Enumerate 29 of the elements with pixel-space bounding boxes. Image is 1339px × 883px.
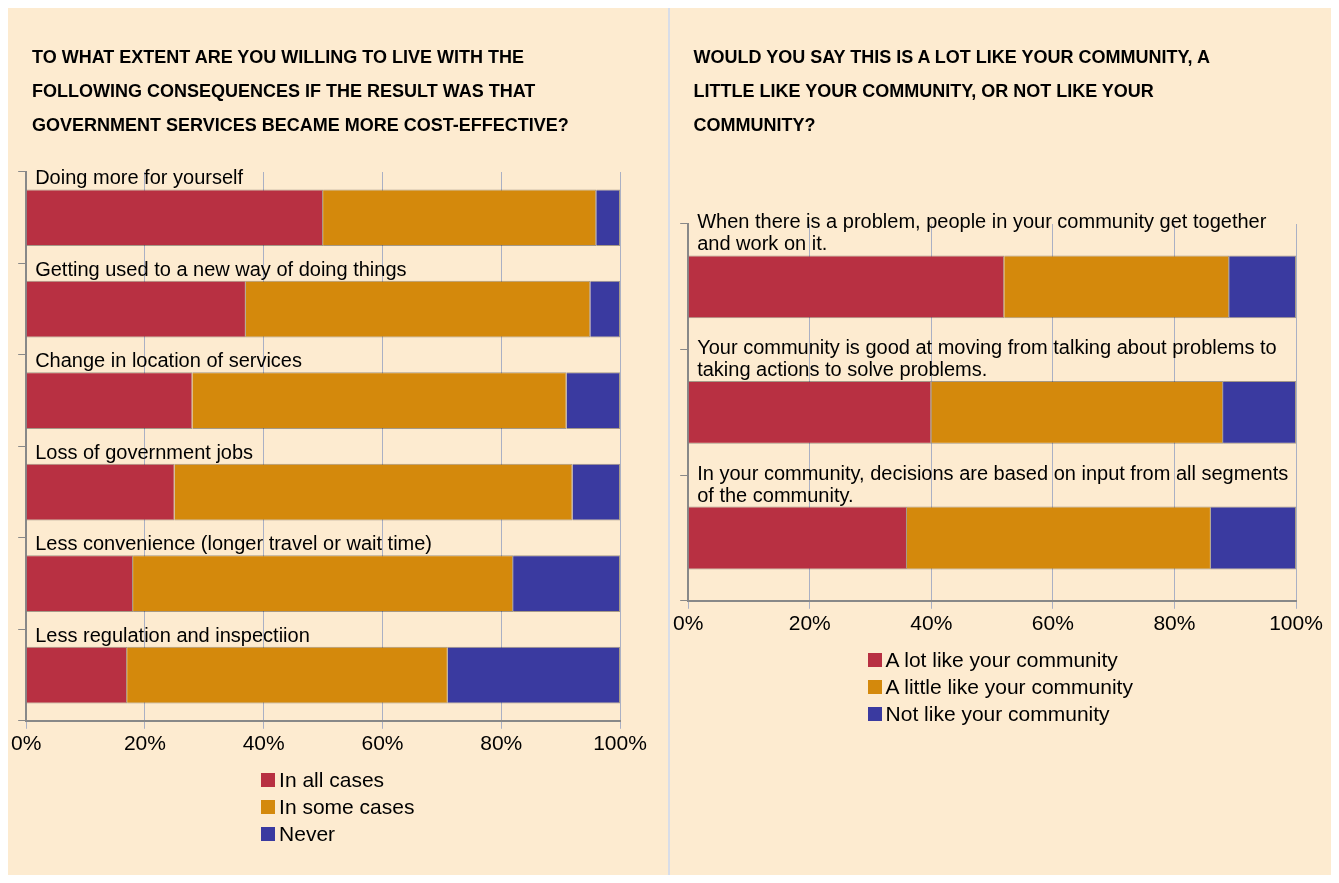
y-tick-label: Your community is good at moving from talking about problems to taking actions to solve problems. bbox=[696, 336, 1277, 380]
y-tick-label: When there is a problem, people in your community get together and work on it. bbox=[696, 210, 1267, 255]
legend-label: In some cases bbox=[279, 794, 415, 820]
x-tick-label: 60% bbox=[1031, 611, 1074, 635]
x-tick-label: 20% bbox=[123, 731, 166, 755]
chart-title: TO WHAT EXTENT ARE YOU WILLING TO LIVE WITH THE FOLLOWING CONSEQUENCES IF THE RESULT WAS THAT GOVERNMENT SERVICES BECAME MORE COST-EFFECTIVE? bbox=[31, 46, 570, 137]
legend-label: Not like your community bbox=[885, 701, 1110, 727]
y-tick-label: Loss of government jobs bbox=[35, 440, 254, 463]
chart-title: WOULD YOU SAY THIS IS A LOT LIKE YOUR COMMUNITY, A LITTLE LIKE YOUR COMMUNITY, OR NOT LIKE YOUR COMMUNITY? bbox=[692, 46, 1211, 137]
legend-label: Never bbox=[279, 821, 336, 847]
y-tick-label: In your community, decisions are based on input from all segments of the community. bbox=[696, 461, 1288, 506]
x-tick-label: 100% bbox=[1268, 611, 1323, 635]
y-tick-label: Doing more for yourself bbox=[35, 166, 244, 189]
x-tick-label: 40% bbox=[242, 731, 285, 755]
y-tick-label: Change in location of services bbox=[35, 349, 302, 372]
y-tick-label: Getting used to a new way of doing things bbox=[35, 257, 407, 280]
x-tick-label: 60% bbox=[361, 731, 404, 755]
x-tick-label: 100% bbox=[593, 731, 647, 755]
x-tick-label: 40% bbox=[909, 611, 952, 635]
x-tick-label: 0% bbox=[672, 611, 703, 635]
legend-label: A lot like your community bbox=[885, 647, 1118, 673]
y-tick-label: Less convenience (longer travel or wait time) bbox=[35, 532, 433, 555]
x-tick-label: 80% bbox=[480, 731, 523, 755]
x-tick-label: 20% bbox=[788, 611, 831, 635]
legend-label: In all cases bbox=[279, 767, 385, 793]
x-tick-label: 0% bbox=[11, 731, 42, 755]
x-tick-label: 80% bbox=[1152, 611, 1195, 635]
y-tick-label: Less regulation and inspectiion bbox=[35, 623, 310, 646]
legend-label: A little like your community bbox=[885, 674, 1133, 700]
